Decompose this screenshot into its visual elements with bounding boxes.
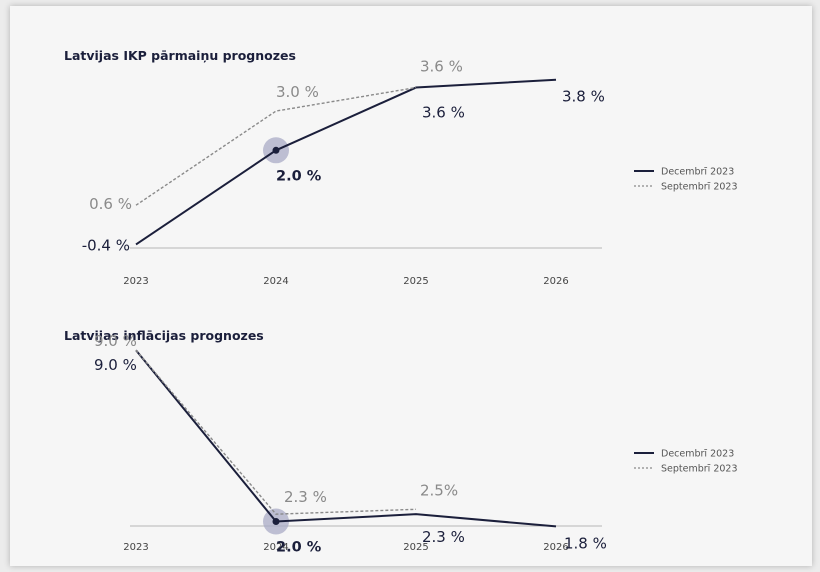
x-tick-label: 2026 (543, 276, 568, 287)
december-series-line (135, 78, 557, 246)
december-data-label: 9.0 % (94, 356, 137, 374)
x-tick-label: 2023 (123, 276, 148, 287)
december-data-label: 2.3 % (422, 528, 465, 546)
x-tick-label: 2025 (403, 542, 428, 553)
inflation-forecast-chart: 2023 2024 2025 2026 9.0 % 2.0 % 2.3 % 1.8 % 9.0 … (94, 332, 738, 556)
x-tick-label: 2026 (543, 542, 568, 553)
september-data-label: 3.6 % (420, 58, 463, 76)
gdp-forecast-chart: 2023 2024 2025 2026 -0.4 % 2.0 % 3.6 % 3.8 % 0.6… (82, 58, 738, 287)
december-data-label: 2.0 % (276, 540, 322, 556)
september-data-label: 2.5% (420, 481, 458, 499)
september-series-line (135, 349, 417, 515)
chart-card: Latvijas IKP pārmaiņu prognozes 2023 2024… (10, 6, 812, 566)
highlight-point (272, 518, 280, 526)
inflation-chart-title: Latvijas inflācijas prognozes (64, 328, 264, 343)
december-data-label: 3.8 % (562, 88, 605, 106)
december-data-label: 3.6 % (422, 104, 465, 122)
legend-december-label: Decembrī 2023 (661, 449, 734, 460)
legend-september-label: Septembrī 2023 (661, 464, 738, 475)
inflation-panel: Latvijas inflācijas prognozes 2023 2024 20… (10, 6, 812, 566)
december-data-label: 1.8 % (564, 534, 607, 552)
x-tick-label: 2024 (263, 542, 288, 553)
gdp-chart-title: Latvijas IKP pārmaiņu prognozes (64, 48, 296, 63)
legend-september-label: Septembrī 2023 (661, 182, 738, 193)
december-series-line (135, 349, 557, 528)
september-data-label: 2.3 % (284, 488, 327, 506)
gdp-panel: Latvijas IKP pārmaiņu prognozes 2023 2024… (10, 6, 812, 296)
x-tick-label: 2024 (263, 276, 288, 287)
x-tick-label: 2023 (123, 542, 148, 553)
legend-december-label: Decembrī 2023 (661, 167, 734, 178)
september-data-label: 0.6 % (89, 195, 132, 213)
december-data-label: 2.0 % (276, 168, 322, 184)
september-data-label: 9.0 % (94, 332, 137, 350)
highlight-point (272, 146, 280, 154)
september-data-label: 3.0 % (276, 83, 319, 101)
x-tick-label: 2025 (403, 276, 428, 287)
december-data-label: -0.4 % (82, 236, 130, 254)
september-series-line (135, 86, 417, 206)
